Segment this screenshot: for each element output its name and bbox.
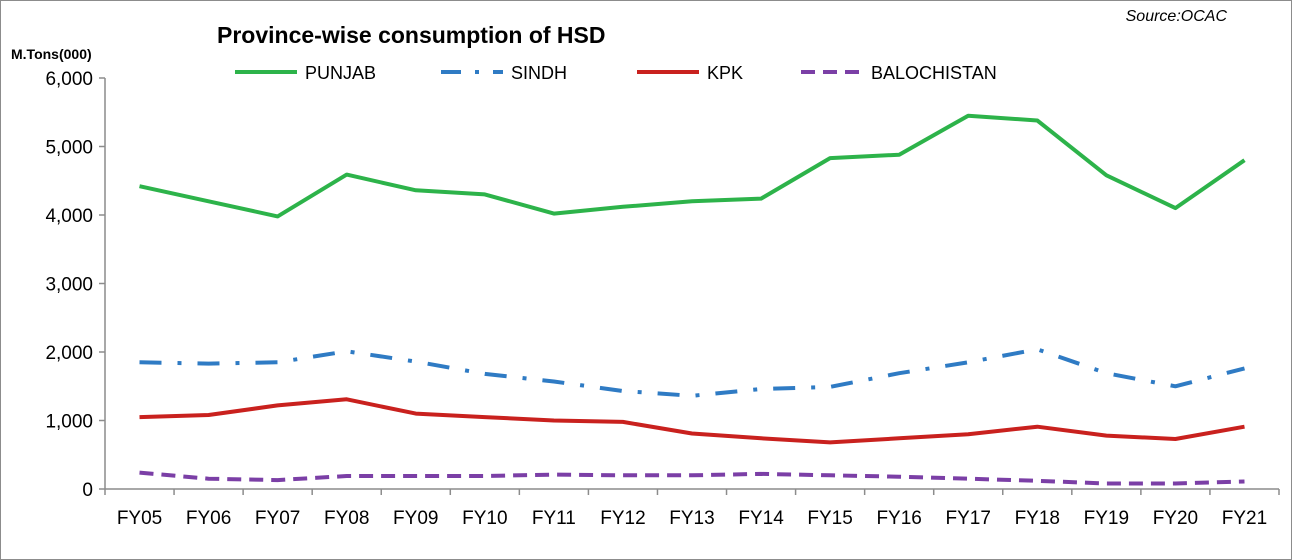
x-tick-label: FY20 [1153,508,1198,529]
y-tick-label: 5,000 [45,138,93,159]
y-tick-label: 1,000 [45,412,93,433]
y-tick-label: 3,000 [45,275,93,296]
x-tick-label: FY07 [255,508,300,529]
x-tick-label: FY12 [600,508,645,529]
x-tick-label: FY19 [1084,508,1129,529]
legend-label-kpk: KPK [707,63,743,83]
x-tick-label: FY17 [946,508,991,529]
x-axis-ticks: FY05 FY06 FY07 FY08 FY09 FY10 FY11 FY12 FY13 FY14… [104,489,1280,529]
x-tick-label: FY21 [1222,508,1267,529]
x-tick-label: FY08 [324,508,369,529]
series-line-sindh [139,347,1246,398]
legend-label-sindh: SINDH [511,63,567,83]
legend: PUNJAB SINDH KPK BALOCHISTAN [235,63,997,83]
series-line-balochistan [139,470,1245,486]
chart-title: Province-wise consumption of HSD [217,22,606,48]
y-axis-label: M.Tons(000) [11,46,92,62]
series-line-punjab [139,113,1246,219]
x-tick-label: FY05 [117,508,162,529]
x-tick-label: FY14 [738,508,784,529]
y-tick-label: 6,000 [45,69,93,90]
y-tick-label: 2,000 [45,343,93,364]
series-lines [139,113,1246,486]
legend-label-punjab: PUNJAB [305,63,376,83]
y-axis-ticks: 0 1,000 2,000 3,000 4,000 5,000 6,000 [45,69,105,501]
y-tick-label: 4,000 [45,206,93,227]
y-tick-label: 0 [82,480,93,501]
x-tick-label: FY18 [1015,508,1060,529]
x-tick-label: FY16 [876,508,921,529]
x-tick-label: FY06 [186,508,231,529]
x-tick-label: FY09 [393,508,438,529]
x-tick-label: FY15 [807,508,852,529]
x-tick-label: FY13 [669,508,714,529]
source-note: Source:OCAC [1126,8,1228,25]
series-line-kpk [139,397,1245,445]
x-tick-label: FY11 [532,508,576,529]
legend-label-balochistan: BALOCHISTAN [871,63,997,83]
x-tick-label: FY10 [462,508,507,529]
